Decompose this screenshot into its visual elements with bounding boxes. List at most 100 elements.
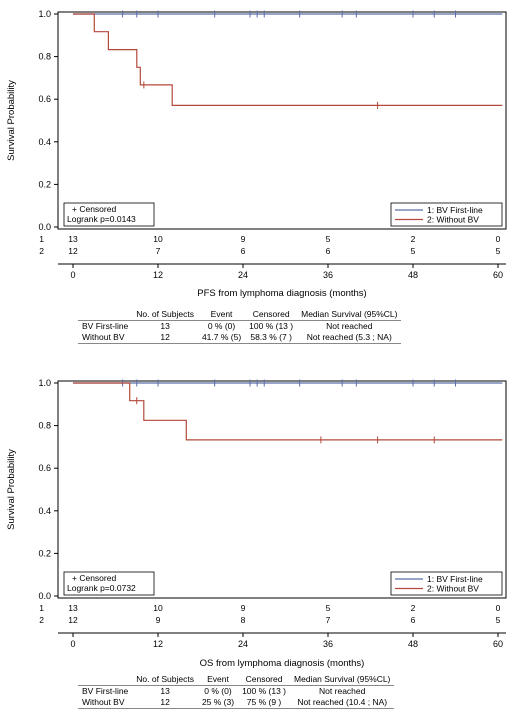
table-header: No. of Subjects bbox=[132, 674, 198, 686]
x-tick-label: 48 bbox=[408, 639, 418, 649]
censored-key-label: + Censored bbox=[72, 204, 116, 214]
at-risk-group-label: 1 bbox=[39, 234, 44, 244]
y-tick-label: 0.8 bbox=[38, 421, 51, 431]
series-line-without-bv bbox=[73, 382, 503, 441]
table-cell: Not reached bbox=[290, 685, 395, 697]
censor-logrank-box bbox=[63, 571, 155, 596]
at-risk-count: 13 bbox=[68, 603, 78, 613]
table-row: Without BV 12 41.7 % (5) 58.3 % (7 ) Not… bbox=[78, 332, 402, 344]
table-cell: 25 % (3) bbox=[197, 697, 239, 709]
y-tick-label: 0.6 bbox=[38, 463, 51, 473]
x-axis-label: PFS from lymphoma diagnosis (months) bbox=[197, 288, 366, 299]
x-tick-label: 60 bbox=[493, 639, 503, 649]
legend-label: 2: Without BV bbox=[427, 584, 479, 594]
logrank-label: Logrank p=0.0143 bbox=[67, 214, 136, 224]
table-header: Median Survival (95%CL) bbox=[297, 309, 402, 321]
series-line-without-bv bbox=[73, 13, 503, 107]
x-tick-label: 0 bbox=[70, 639, 75, 649]
x-tick-label: 48 bbox=[408, 270, 418, 280]
legend-box bbox=[390, 202, 503, 227]
y-axis-label: Survival Probability bbox=[6, 80, 17, 161]
logrank-label: Logrank p=0.0732 bbox=[67, 583, 136, 593]
at-risk-count: 9 bbox=[241, 603, 246, 613]
at-risk-count: 0 bbox=[496, 603, 501, 613]
os-summary-table: No. of Subjects Event Censored Median Su… bbox=[78, 674, 395, 709]
y-tick-label: 0.2 bbox=[38, 179, 51, 189]
table-cell: BV First-line bbox=[78, 685, 133, 697]
table-header: Censored bbox=[245, 309, 298, 321]
x-tick-label: 60 bbox=[493, 270, 503, 280]
pfs-summary-table: No. of Subjects Event Censored Median Su… bbox=[78, 309, 402, 344]
table-row: BV First-line 13 0 % (0) 100 % (13 ) Not… bbox=[78, 685, 395, 697]
legend-label: 2: Without BV bbox=[427, 215, 479, 225]
table-header: Censored bbox=[238, 674, 291, 686]
x-tick-label: 12 bbox=[153, 639, 163, 649]
at-risk-count: 5 bbox=[496, 246, 501, 256]
table-header bbox=[78, 309, 133, 321]
table-cell: 0 % (0) bbox=[197, 685, 239, 697]
table-cell: 100 % (13 ) bbox=[238, 685, 291, 697]
table-cell: Without BV bbox=[78, 332, 133, 344]
y-tick-label: 0.4 bbox=[38, 137, 51, 147]
at-risk-count: 12 bbox=[68, 246, 78, 256]
at-risk-count: 10 bbox=[153, 234, 163, 244]
table-cell: 58.3 % (7 ) bbox=[245, 332, 298, 344]
at-risk-count: 12 bbox=[68, 615, 78, 625]
table-cell: 0 % (0) bbox=[197, 320, 246, 332]
at-risk-count: 0 bbox=[496, 234, 501, 244]
y-axis-label: Survival Probability bbox=[6, 449, 17, 530]
at-risk-group-label: 2 bbox=[39, 615, 44, 625]
table-cell: 41.7 % (5) bbox=[197, 332, 246, 344]
censored-key-label: + Censored bbox=[72, 573, 116, 583]
at-risk-count: 13 bbox=[68, 234, 78, 244]
table-header: Event bbox=[197, 674, 239, 686]
x-tick-label: 24 bbox=[238, 270, 248, 280]
at-risk-count: 7 bbox=[156, 246, 161, 256]
table-row: BV First-line 13 0 % (0) 100 % (13 ) Not… bbox=[78, 320, 402, 332]
at-risk-group-label: 1 bbox=[39, 603, 44, 613]
x-tick-label: 24 bbox=[238, 639, 248, 649]
table-cell: 12 bbox=[132, 697, 198, 709]
table-header: Median Survival (95%CL) bbox=[290, 674, 395, 686]
at-risk-count: 6 bbox=[241, 246, 246, 256]
at-risk-count: 6 bbox=[326, 246, 331, 256]
table-cell: 12 bbox=[132, 332, 198, 344]
table-cell: Not reached (5.3 ; NA) bbox=[297, 332, 402, 344]
at-risk-count: 8 bbox=[241, 615, 246, 625]
table-header: Event bbox=[197, 309, 246, 321]
at-risk-count: 5 bbox=[326, 603, 331, 613]
censor-logrank-box bbox=[63, 202, 155, 227]
plot-frame bbox=[57, 11, 507, 230]
table-cell: 100 % (13 ) bbox=[245, 320, 298, 332]
y-tick-label: 0.2 bbox=[38, 548, 51, 558]
table-cell: Not reached (10.4 ; NA) bbox=[290, 697, 395, 709]
at-risk-group-label: 2 bbox=[39, 246, 44, 256]
y-tick-label: 0.8 bbox=[38, 52, 51, 62]
at-risk-count: 5 bbox=[496, 615, 501, 625]
legend-box bbox=[390, 571, 503, 596]
legend-label: 1: BV First-line bbox=[427, 574, 483, 584]
at-risk-count: 10 bbox=[153, 603, 163, 613]
table-cell: 75 % (9 ) bbox=[238, 697, 291, 709]
plot-frame bbox=[57, 380, 507, 599]
table-cell: Not reached bbox=[297, 320, 402, 332]
x-tick-label: 0 bbox=[70, 270, 75, 280]
x-tick-label: 36 bbox=[323, 270, 333, 280]
table-header: No. of Subjects bbox=[132, 309, 198, 321]
os-km-plot: 0.0 0.2 0.4 0.6 0.8 1.0 Survival Probability + … bbox=[6, 378, 507, 669]
at-risk-count: 6 bbox=[411, 615, 416, 625]
table-header bbox=[78, 674, 133, 686]
y-tick-label: 1.0 bbox=[38, 378, 51, 388]
table-cell: 13 bbox=[132, 320, 198, 332]
table-cell: 13 bbox=[132, 685, 198, 697]
pfs-km-plot: 0.0 0.2 0.4 0.6 0.8 1.0 Survival Probability + … bbox=[6, 9, 507, 299]
y-tick-label: 0.0 bbox=[38, 591, 51, 601]
y-tick-label: 0.0 bbox=[38, 222, 51, 232]
pfs-chart-panel: 0.0 0.2 0.4 0.6 0.8 1.0 Survival Probability + … bbox=[0, 0, 520, 360]
x-tick-label: 12 bbox=[153, 270, 163, 280]
y-tick-label: 0.6 bbox=[38, 94, 51, 104]
table-row: Without BV 12 25 % (3) 75 % (9 ) Not rea… bbox=[78, 697, 395, 709]
x-tick-label: 36 bbox=[323, 639, 333, 649]
y-tick-label: 0.4 bbox=[38, 506, 51, 516]
table-cell: BV First-line bbox=[78, 320, 133, 332]
